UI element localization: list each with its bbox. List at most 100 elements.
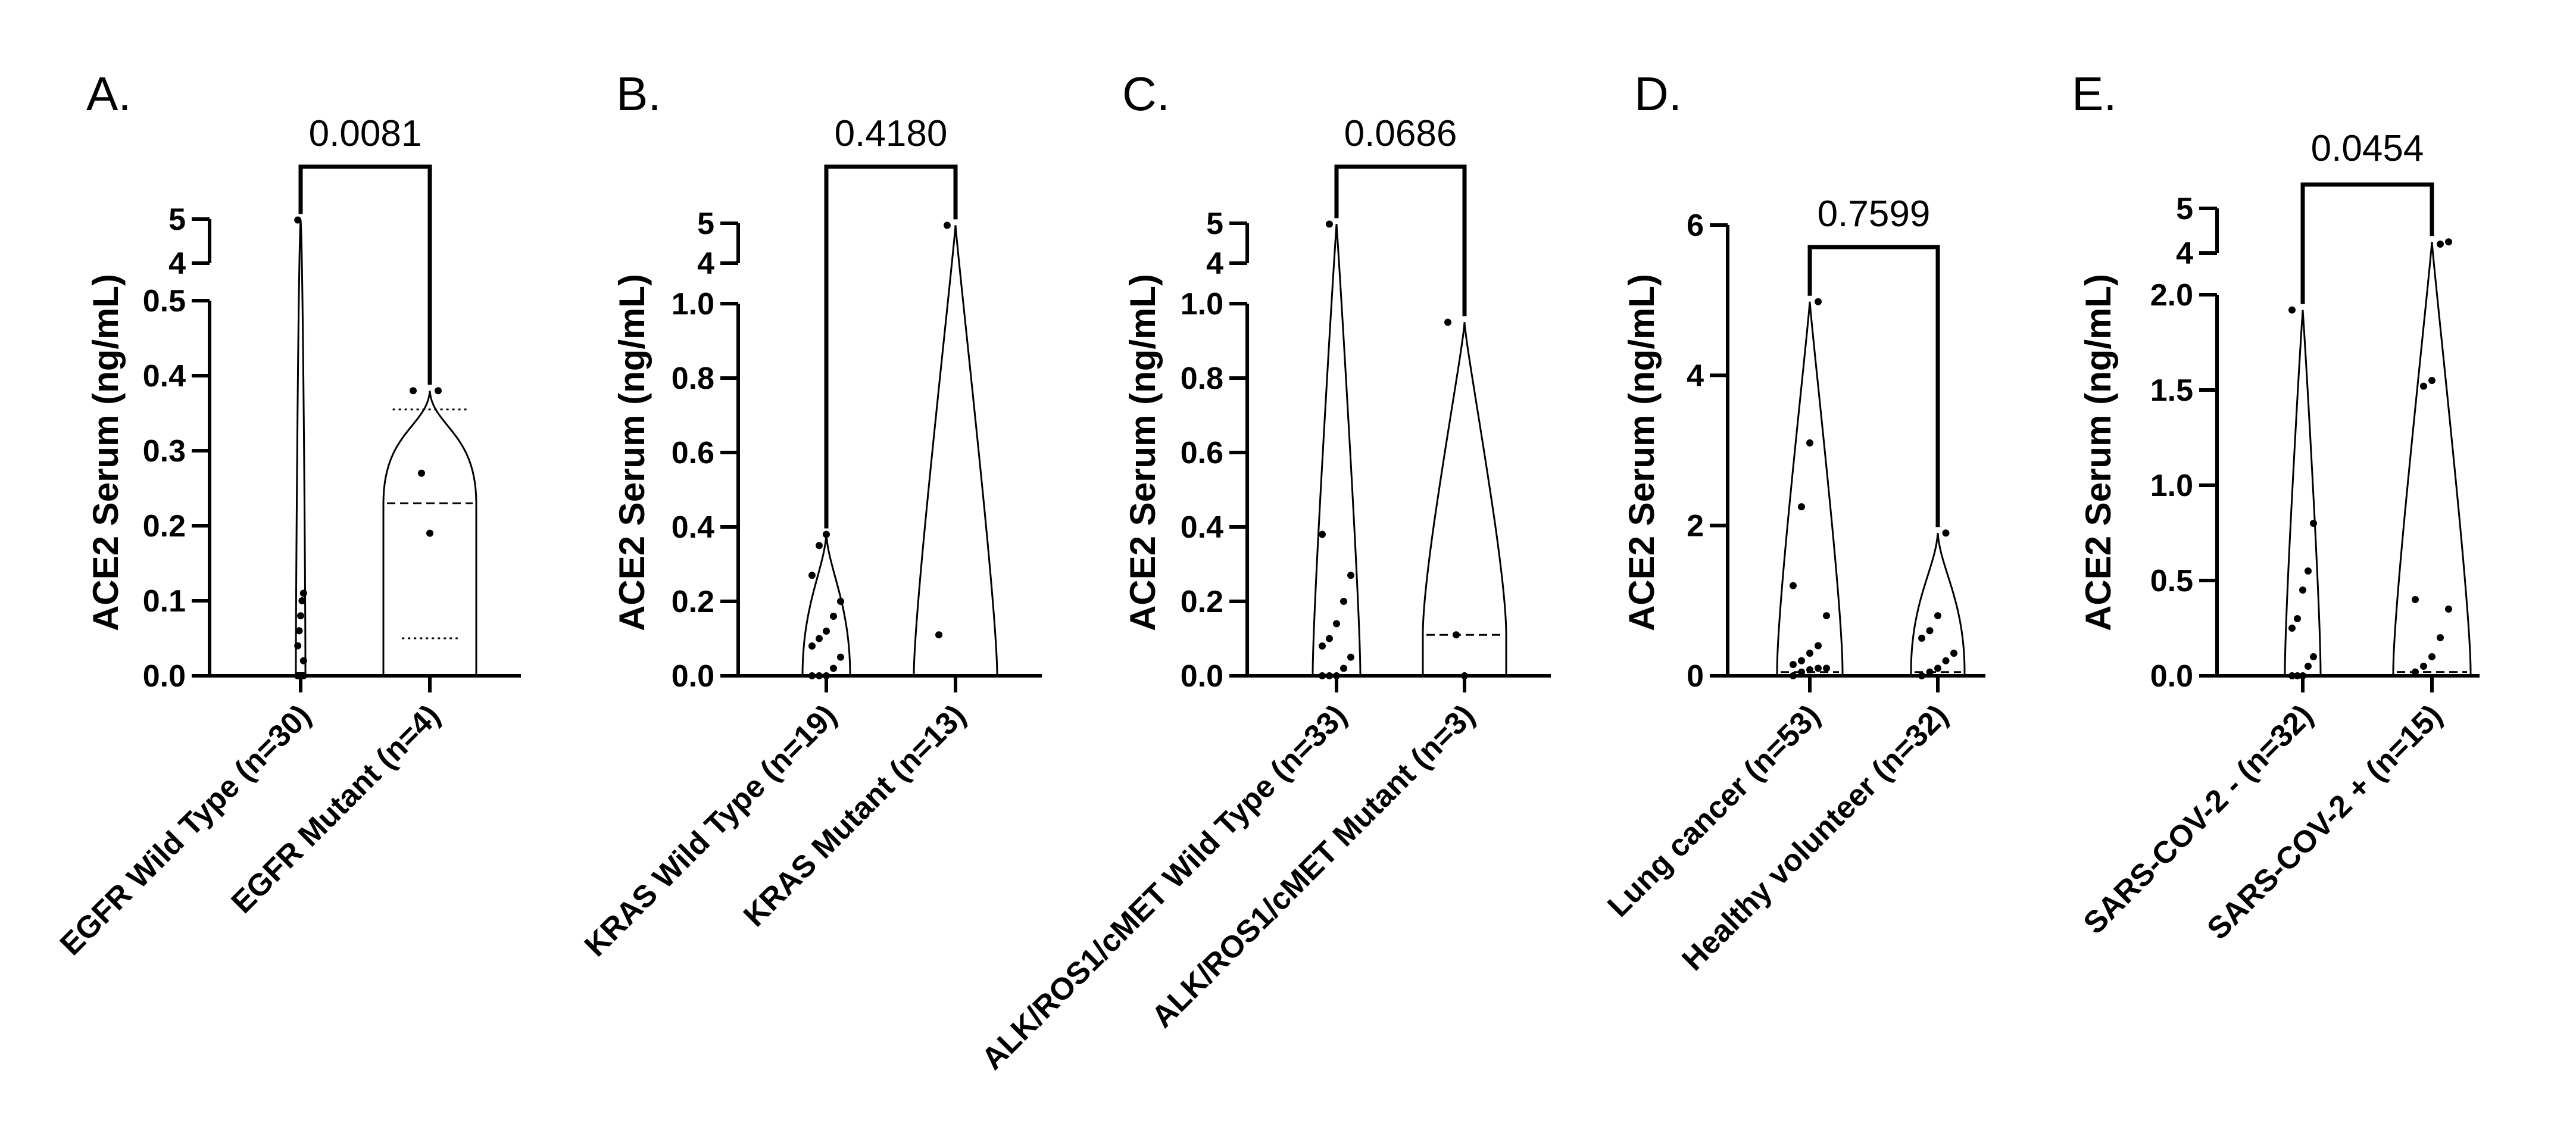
data-point <box>2310 653 2317 660</box>
data-point <box>1815 642 1822 650</box>
y-axis-label: ACE2 Serum (ng/mL) <box>612 274 652 631</box>
y-tick-label: 5 <box>2176 192 2193 226</box>
data-point <box>1942 657 1950 664</box>
data-point <box>410 387 417 395</box>
x-tick-label: SARS-COV-2 + (n=15) <box>2200 698 2449 946</box>
y-tick-label: 1.5 <box>2150 373 2193 408</box>
data-point <box>2294 615 2301 622</box>
data-point <box>2412 668 2419 676</box>
data-point <box>294 216 302 224</box>
x-tick-label: SARS-COV-2 - (n=32) <box>2077 698 2320 941</box>
data-point <box>830 664 837 672</box>
chart-panel-c: C. ACE2 Serum (ng/mL) 0.0 0.2 0.4 0.6 0.8 1.0 4 5… <box>975 67 1551 1076</box>
y-tick-label: 1.0 <box>1181 287 1223 322</box>
y-tick-label: 0.1 <box>143 584 186 619</box>
data-point <box>2310 520 2317 527</box>
data-point <box>1918 672 1925 679</box>
x-tick-label: Lung cancer (n=53) <box>1601 698 1826 923</box>
data-point <box>1790 661 1797 669</box>
violin-shape <box>1312 224 1362 677</box>
data-point <box>1823 664 1830 672</box>
data-point <box>816 542 823 550</box>
data-point <box>1326 672 1333 679</box>
data-point <box>1815 298 1822 305</box>
data-point <box>1326 220 1333 228</box>
y-axis-label: ACE2 Serum (ng/mL) <box>86 274 126 631</box>
panel-letter: A. <box>86 67 132 120</box>
data-point <box>808 572 816 579</box>
data-point <box>823 628 830 635</box>
data-point <box>1798 657 1805 664</box>
y-tick-label: 0.3 <box>143 434 186 469</box>
y-tick-label: 0.2 <box>143 509 186 544</box>
y-tick-label: 0.4 <box>1181 510 1223 545</box>
data-point <box>2305 567 2312 575</box>
data-point <box>2437 634 2444 641</box>
data-point <box>2420 663 2427 670</box>
data-point <box>1444 319 1451 326</box>
y-tick-label: 0.2 <box>672 585 714 619</box>
x-tick-label: KRAS Wild Type (n=19) <box>578 698 844 963</box>
violin-shape <box>1422 322 1507 677</box>
data-point <box>1918 634 1925 642</box>
panel-letter: D. <box>1634 67 1682 120</box>
violin-shape <box>2392 242 2472 677</box>
y-tick-label: 0.5 <box>143 284 186 319</box>
y-tick-label: 4 <box>697 246 714 281</box>
data-point <box>1942 529 1950 537</box>
data-point <box>294 642 302 650</box>
data-point <box>1340 598 1347 605</box>
data-point <box>1815 664 1822 672</box>
data-point <box>1326 635 1333 642</box>
data-point <box>2288 306 2296 314</box>
y-tick-label: 4 <box>2176 236 2193 271</box>
p-value-label: 0.7599 <box>1818 194 1931 235</box>
data-point <box>816 635 823 642</box>
data-point <box>935 631 942 639</box>
data-point <box>1790 672 1797 679</box>
data-point <box>1347 572 1354 579</box>
data-point <box>816 672 823 679</box>
data-point <box>1347 653 1354 661</box>
p-value-label: 0.4180 <box>835 113 948 154</box>
x-tick-label: KRAS Mutant (n=13) <box>737 698 972 933</box>
data-point <box>426 529 433 537</box>
significance-bracket <box>2300 182 2434 304</box>
data-point <box>1340 664 1347 672</box>
data-point <box>1934 612 1941 620</box>
data-point <box>1806 439 1813 447</box>
data-point <box>435 387 442 395</box>
y-tick-label: 5 <box>168 202 186 237</box>
data-point <box>2437 241 2444 248</box>
y-tick-label: 0.8 <box>1181 361 1223 396</box>
y-tick-label: 2.0 <box>2150 278 2193 313</box>
data-point <box>2445 606 2452 613</box>
data-point <box>1790 582 1797 589</box>
data-point <box>299 657 307 664</box>
data-point <box>944 221 951 229</box>
y-tick-label: 1.0 <box>672 287 714 322</box>
significance-bracket <box>1807 245 1940 528</box>
data-point <box>830 613 837 620</box>
data-point <box>1798 503 1805 511</box>
y-tick-label: 0.2 <box>1181 585 1223 619</box>
data-point <box>837 653 844 661</box>
data-point <box>1823 612 1830 620</box>
data-point <box>2412 596 2419 603</box>
data-point <box>1453 631 1460 639</box>
chart-panel-d: D. ACE2 Serum (ng/mL) 0 2 4 6 Lung cancer (n=5… <box>1601 67 1985 978</box>
violin-shape <box>295 220 307 677</box>
data-point <box>2299 586 2306 594</box>
y-tick-label: 0.8 <box>672 361 714 396</box>
y-axis-label: ACE2 Serum (ng/mL) <box>1123 274 1163 631</box>
data-point <box>1950 650 1957 657</box>
data-point <box>295 627 303 635</box>
y-axis-label: ACE2 Serum (ng/mL) <box>2078 274 2118 631</box>
chart-panel-b: B. ACE2 Serum (ng/mL) 0.0 0.2 0.4 0.6 0.8 1.0 4 5… <box>578 67 1042 963</box>
y-tick-label: 0.0 <box>1181 659 1223 694</box>
p-value-label: 0.0081 <box>309 113 422 154</box>
significance-bracket <box>824 164 958 529</box>
data-point <box>823 531 830 538</box>
data-point <box>2445 238 2452 246</box>
violin-shape <box>913 225 998 677</box>
